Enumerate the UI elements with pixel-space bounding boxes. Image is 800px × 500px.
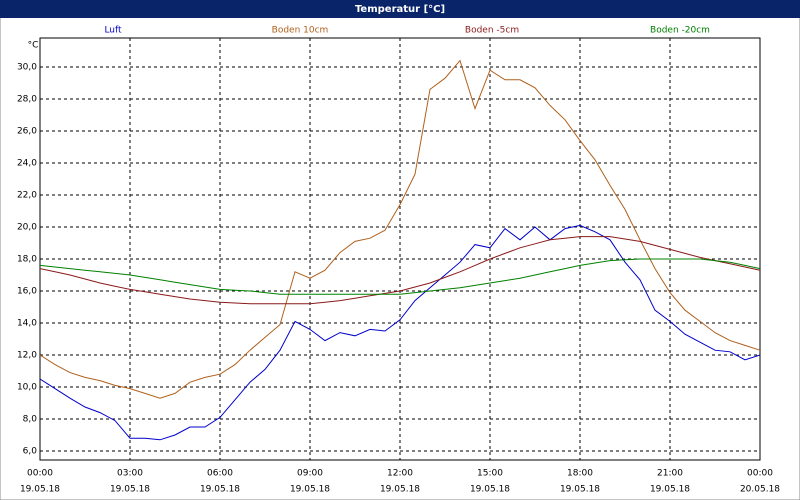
legend-entry: Boden -20cm bbox=[650, 26, 710, 36]
x-tick-label: 06:00 bbox=[207, 469, 233, 479]
series-line bbox=[39, 59, 761, 399]
plot-frame bbox=[39, 37, 761, 461]
y-tick-label: 28,0 bbox=[17, 94, 37, 104]
x-tick-date: 19.05.18 bbox=[20, 485, 60, 495]
legend-entry: Boden -5cm bbox=[465, 26, 519, 36]
legend-entry: Luft bbox=[104, 26, 122, 36]
y-tick-label: 12,0 bbox=[17, 351, 37, 361]
x-tick-date: 19.05.18 bbox=[380, 485, 420, 495]
x-tick-label: 03:00 bbox=[117, 469, 143, 479]
x-tick-label: 00:00 bbox=[27, 469, 53, 479]
x-tick-date: 19.05.18 bbox=[560, 485, 600, 495]
x-tick-label: 12:00 bbox=[387, 469, 413, 479]
y-tick-label: 10,0 bbox=[17, 383, 37, 393]
y-tick-label: 20,0 bbox=[17, 222, 37, 232]
x-tick-date: 19.05.18 bbox=[290, 485, 330, 495]
y-tick-label: 14,0 bbox=[17, 319, 37, 329]
y-tick-label: 30,0 bbox=[17, 62, 37, 72]
legend-entry: Boden 10cm bbox=[272, 26, 329, 36]
x-tick-date: 20.05.18 bbox=[740, 485, 780, 495]
x-tick-date: 19.05.18 bbox=[110, 485, 150, 495]
y-tick-label: 26,0 bbox=[17, 126, 37, 136]
title-bar bbox=[0, 0, 800, 18]
y-tick-label: 18,0 bbox=[17, 255, 37, 265]
series-line bbox=[39, 258, 761, 295]
series-line bbox=[39, 224, 761, 441]
y-tick-label: 24,0 bbox=[17, 158, 37, 168]
x-tick-label: 09:00 bbox=[297, 469, 323, 479]
x-tick-date: 19.05.18 bbox=[200, 485, 240, 495]
series-line bbox=[39, 236, 761, 305]
chart-title: Temperatur [°C] bbox=[355, 4, 445, 15]
y-unit: °C bbox=[28, 41, 39, 51]
y-tick-label: 22,0 bbox=[17, 190, 37, 200]
y-tick-label: 16,0 bbox=[17, 287, 37, 297]
y-tick-label: 6,0 bbox=[23, 447, 38, 457]
x-tick-label: 18:00 bbox=[567, 469, 593, 479]
y-tick-label: 8,0 bbox=[23, 415, 38, 425]
x-tick-date: 19.05.18 bbox=[470, 485, 510, 495]
x-tick-label: 21:00 bbox=[657, 469, 683, 479]
x-tick-label: 00:00 bbox=[747, 469, 773, 479]
x-tick-label: 15:00 bbox=[477, 469, 503, 479]
x-tick-date: 19.05.18 bbox=[650, 485, 690, 495]
